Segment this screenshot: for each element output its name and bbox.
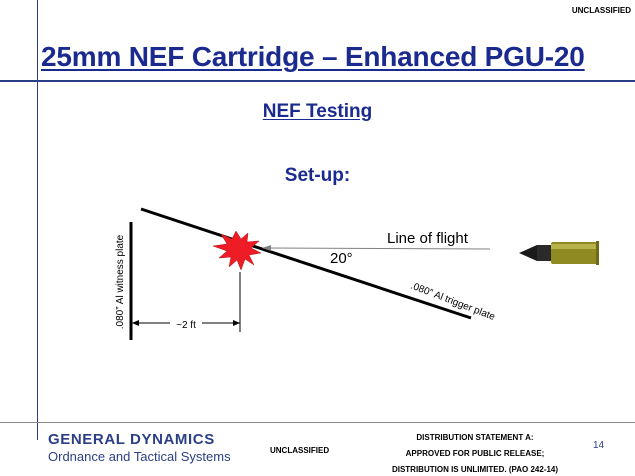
title-divider: [0, 80, 635, 82]
line-of-flight-label: Line of flight: [387, 230, 469, 247]
cartridge-icon: [519, 241, 599, 265]
trigger-plate: [140, 207, 472, 320]
angle-label: 20°: [330, 250, 353, 267]
page-number: 14: [593, 440, 605, 451]
classification-marking-top: UNCLASSIFIED: [571, 6, 631, 15]
company-division: Ordnance and Tactical Systems: [48, 449, 231, 464]
dimension-arrow-left-icon: [132, 320, 139, 326]
classification-marking-bottom: UNCLASSIFIED: [270, 446, 330, 455]
distribution-statement-line2: APPROVED FOR PUBLIC RELEASE;: [405, 449, 545, 458]
slide-title: 25mm NEF Cartridge – Enhanced PGU-20: [41, 41, 585, 72]
line-of-flight-arrow: [265, 247, 491, 250]
dimension-arrow-right-icon: [233, 320, 240, 326]
setup-label: Set-up:: [284, 165, 351, 186]
distance-label-background: [170, 317, 202, 330]
distance-label: ~2 ft: [176, 320, 196, 331]
distribution-statement-line1: DISTRIBUTION STATEMENT A:: [416, 433, 534, 442]
witness-plate-label: .080” Al witness plate: [115, 234, 126, 329]
section-title: NEF Testing: [262, 101, 373, 122]
distribution-statement-line3: DISTRIBUTION IS UNLIMITED. (PAO 242-14): [391, 465, 559, 474]
vertical-rule: [37, 0, 38, 440]
footer-divider: [0, 422, 635, 423]
arrowhead-icon: [262, 245, 271, 251]
burst-icon: [212, 230, 262, 271]
company-logo-name: GENERAL DYNAMICS: [48, 431, 215, 448]
